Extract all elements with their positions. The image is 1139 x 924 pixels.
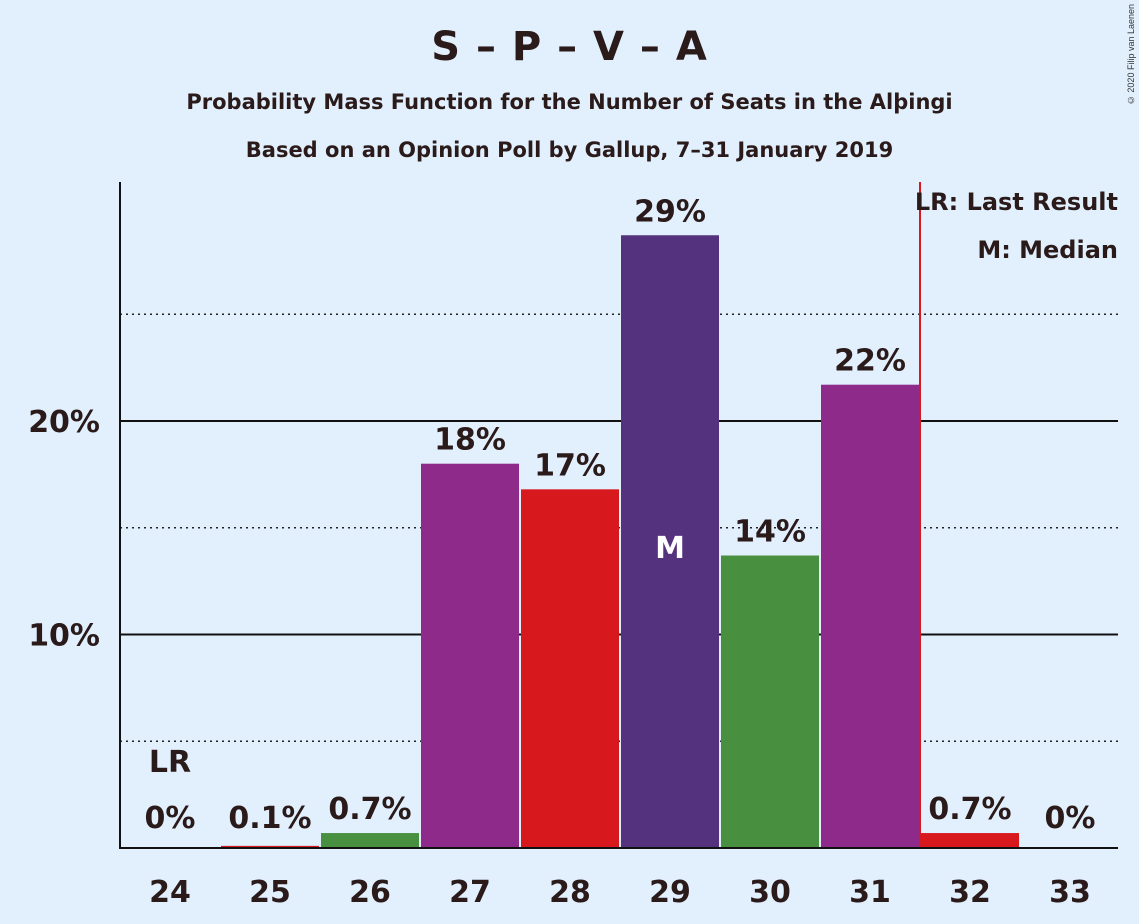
- value-label-28: 17%: [534, 448, 606, 483]
- chart-subtitle: Probability Mass Function for the Number…: [186, 90, 953, 114]
- bar-32: [921, 833, 1019, 848]
- value-label-27: 18%: [434, 423, 506, 458]
- value-label-33: 0%: [1045, 801, 1096, 836]
- median-marker: M: [655, 531, 685, 566]
- chart-subtitle-poll: Based on an Opinion Poll by Gallup, 7–31…: [245, 138, 894, 162]
- value-label-26: 0.7%: [328, 792, 411, 827]
- bar-25: [221, 845, 319, 848]
- x-tick-label-29: 29: [649, 875, 691, 910]
- bar-30: [721, 555, 819, 848]
- x-tick-label-27: 27: [449, 875, 491, 910]
- x-tick-label-24: 24: [149, 875, 191, 910]
- value-label-30: 14%: [734, 515, 806, 550]
- labels: 10% 20% 0% 24 LR 0.1% 25 0.7% 26 18% 27 17% 28 29% 29 M…: [28, 194, 1095, 910]
- bars: [221, 235, 1019, 848]
- legend-last-result: LR: Last Result: [915, 188, 1118, 216]
- value-label-32: 0.7%: [928, 792, 1011, 827]
- x-tick-label-26: 26: [349, 875, 391, 910]
- x-tick-label-30: 30: [749, 875, 791, 910]
- x-tick-label-32: 32: [949, 875, 991, 910]
- bar-29: [621, 235, 719, 848]
- chart-title: S – P – V – A: [431, 24, 708, 70]
- value-label-24: 0%: [145, 801, 196, 836]
- bar-26: [321, 833, 419, 848]
- value-label-29: 29%: [634, 194, 706, 229]
- legend-median: M: Median: [977, 236, 1118, 264]
- last-result-marker: LR: [149, 745, 191, 780]
- x-tick-label-31: 31: [849, 875, 891, 910]
- x-tick-label-25: 25: [249, 875, 291, 910]
- y-tick-label: 20%: [28, 405, 100, 440]
- axes: [119, 182, 1118, 849]
- value-label-31: 22%: [834, 344, 906, 379]
- y-tick-label: 10%: [28, 619, 100, 654]
- bar-27: [421, 463, 519, 848]
- value-label-25: 0.1%: [228, 801, 311, 836]
- x-tick-label-33: 33: [1049, 875, 1091, 910]
- bar-28: [521, 489, 619, 848]
- bar-31: [821, 384, 919, 848]
- x-tick-label-28: 28: [549, 875, 591, 910]
